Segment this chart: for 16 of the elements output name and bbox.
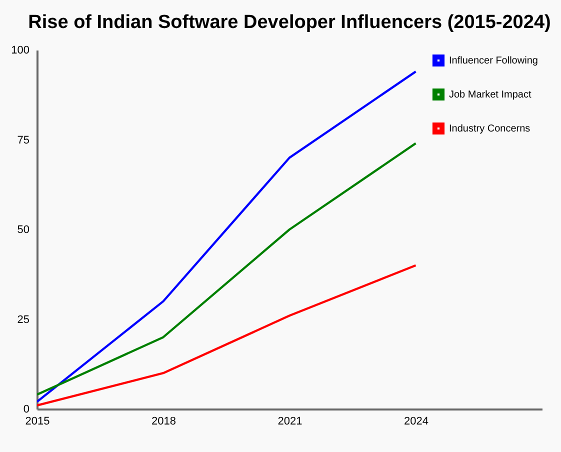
x-tick-label: 2015 (25, 416, 50, 428)
legend-label: Job Market Impact (449, 90, 532, 100)
x-tick-label: 2024 (404, 416, 428, 428)
y-tick-label: 75 (17, 134, 30, 146)
line-series (37, 70, 417, 403)
x-tick-label: 2021 (278, 416, 302, 428)
legend-label: Industry Concerns (449, 124, 530, 134)
y-tick-label: 25 (17, 314, 30, 326)
chart-title: Rise of Indian Software Developer Influencers (2015-2024) (28, 12, 551, 33)
y-tick-label: 0 (23, 404, 30, 416)
x-tick-label: 2018 (152, 416, 176, 428)
y-tick-label: 100 (11, 44, 30, 56)
line-series (37, 264, 417, 407)
y-tick-label: 50 (17, 224, 30, 236)
legend-label: Influencer Following (449, 56, 538, 66)
line-series (37, 142, 417, 396)
